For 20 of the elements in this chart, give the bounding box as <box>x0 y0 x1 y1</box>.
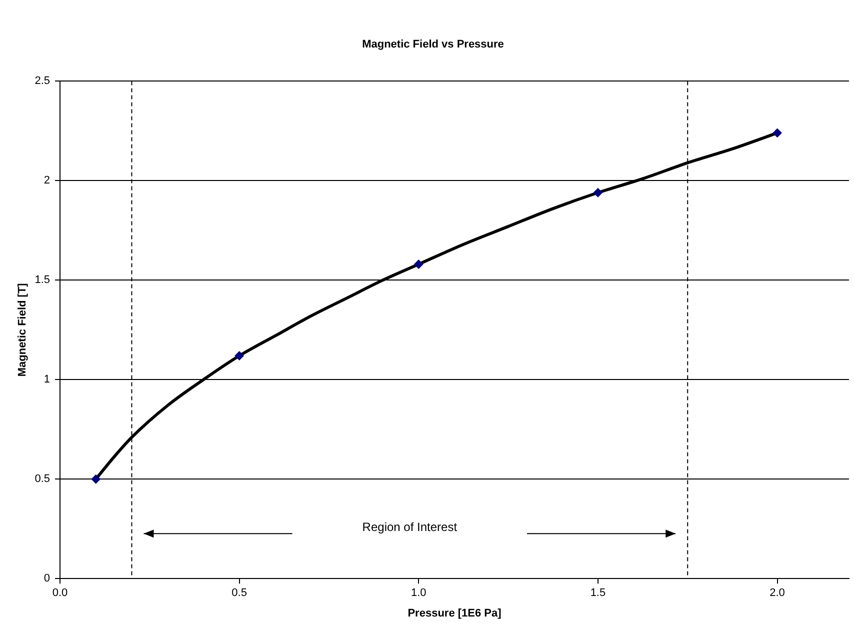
point <box>414 260 424 269</box>
x-tick-label: 0.0 <box>52 587 68 600</box>
x-tick-label: 1.5 <box>590 587 606 600</box>
y-tick-label: 2.5 <box>34 75 50 88</box>
x-tick-label: 0.5 <box>232 587 247 600</box>
point <box>234 351 244 360</box>
point <box>91 474 100 484</box>
y-tick-label: 1.5 <box>34 274 50 286</box>
point <box>593 188 602 198</box>
y-axis-title: Magnetic Field [T] <box>16 282 29 377</box>
point <box>772 128 782 138</box>
y-tick-label: 1 <box>44 374 50 386</box>
x-tick-label: 1.0 <box>410 587 426 600</box>
chart-title: Magnetic Field vs Pressure <box>362 38 504 51</box>
x-axis-title: Pressure [1E6 Pa] <box>408 607 502 620</box>
annotation: Region of Interest <box>362 520 458 534</box>
y-tick-label: 0.5 <box>34 473 50 486</box>
y-tick-label: 2 <box>44 174 50 187</box>
x-tick-label: 2.0 <box>770 587 785 600</box>
y-tick-label: 0 <box>44 572 50 585</box>
